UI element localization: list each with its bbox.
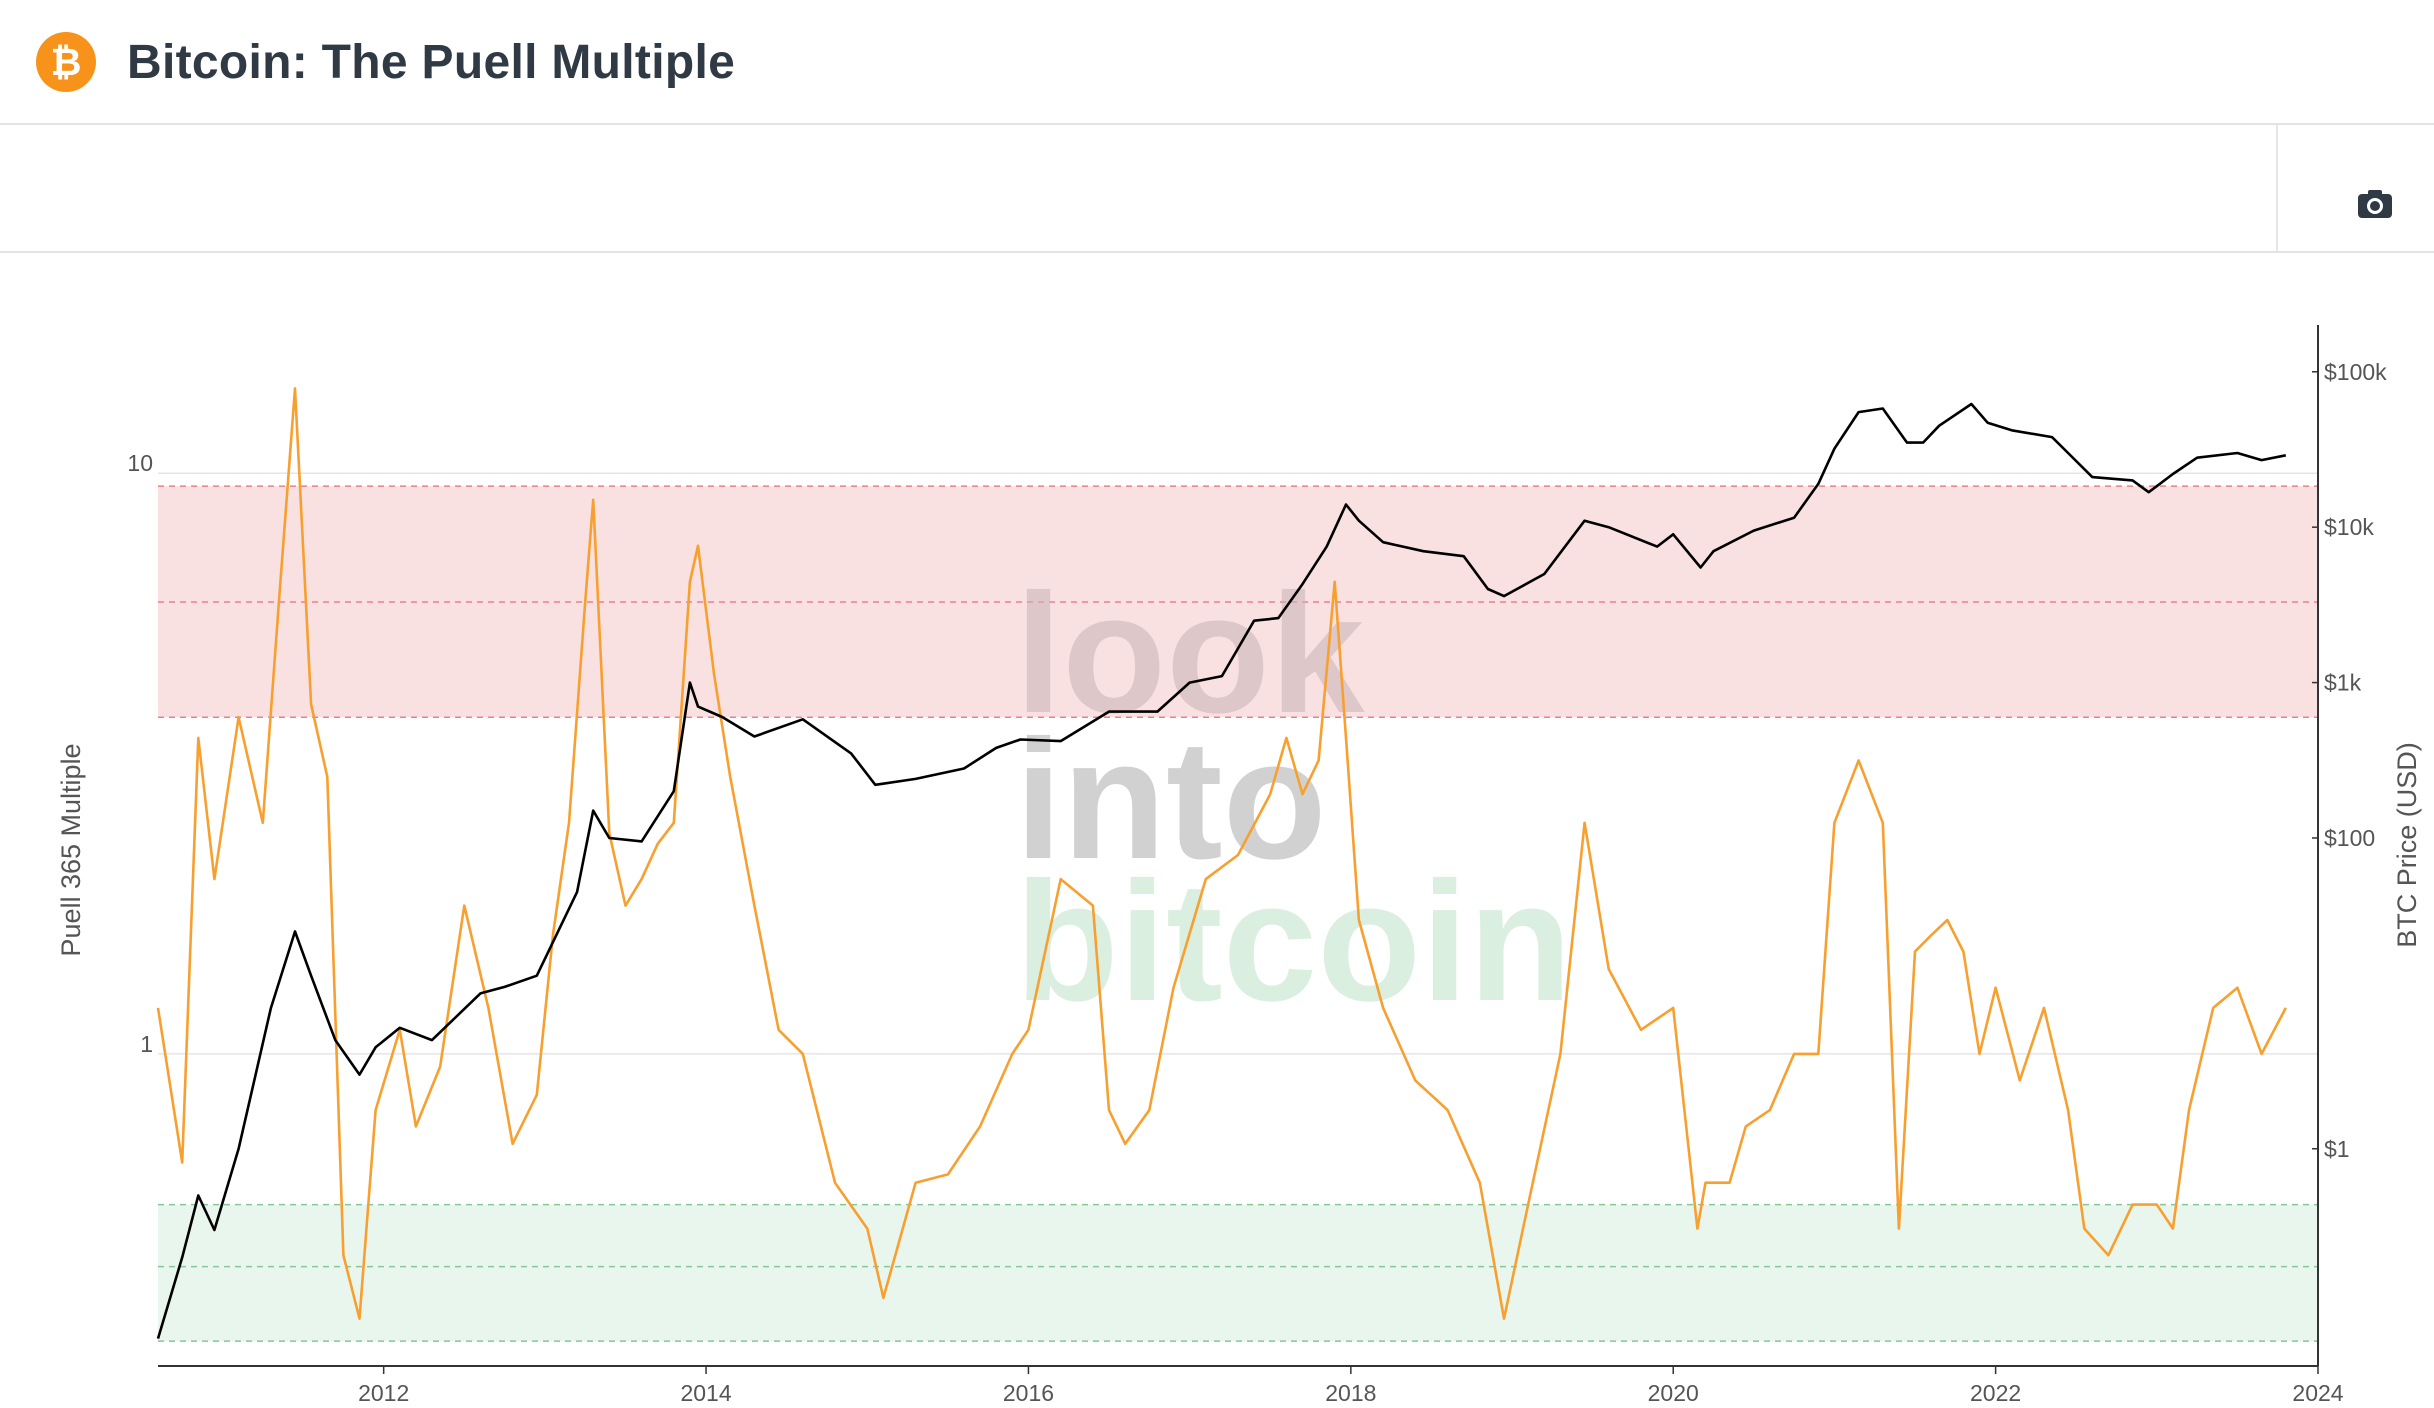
x-tick-label: 2018 [1325,1380,1376,1406]
series-layer [156,387,2287,1339]
right-tick-labels: $1 $100 $1k $10k $100k [2312,359,2387,1162]
right-tick-label: $1 [2324,1136,2350,1162]
x-tick-label: 2020 [1648,1380,1699,1406]
right-tick-label: $10k [2324,514,2374,540]
page-header: ₿ Bitcoin: The Puell Multiple [0,0,2434,125]
x-tick-labels: 2012 2014 2016 2018 2020 2022 2024 [358,1366,2344,1406]
right-tick-label: $100 [2324,825,2375,851]
x-tick-label: 2012 [358,1380,409,1406]
axes [158,325,2319,1367]
x-tick-label: 2014 [680,1380,731,1406]
zone-bands [158,485,2318,1342]
btc-price-line [156,402,2287,1339]
x-tick-label: 2024 [2292,1380,2343,1406]
left-tick-label: 10 [127,450,153,476]
camera-icon [2358,190,2392,218]
x-tick-label: 2016 [1003,1380,1054,1406]
x-tick-label: 2022 [1970,1380,2021,1406]
chart-toolbar [0,125,2434,253]
watermark-bitcoin: bitcoin [1015,847,1572,1037]
puell-multiple-line [156,387,2287,1320]
download-image-button[interactable] [2354,183,2396,225]
puell-multiple-chart: look into bitcoin 2012 2014 2016 2018 2020 20… [56,325,2422,1406]
green-zone-band [158,1204,2318,1342]
gridlines [158,472,2318,1055]
left-axis-title: Puell 365 Multiple [56,743,86,956]
page-title: Bitcoin: The Puell Multiple [127,36,736,89]
watermark-look: look [1015,559,1365,749]
left-tick-label: 1 [140,1031,153,1057]
right-tick-label: $100k [2324,359,2387,385]
toolbar-divider [2276,125,2278,251]
bitcoin-logo-icon: ₿ [36,32,96,92]
right-tick-label: $1k [2324,670,2362,696]
left-tick-labels: 1 10 [127,450,153,1057]
right-axis-title: BTC Price (USD) [2392,742,2422,948]
